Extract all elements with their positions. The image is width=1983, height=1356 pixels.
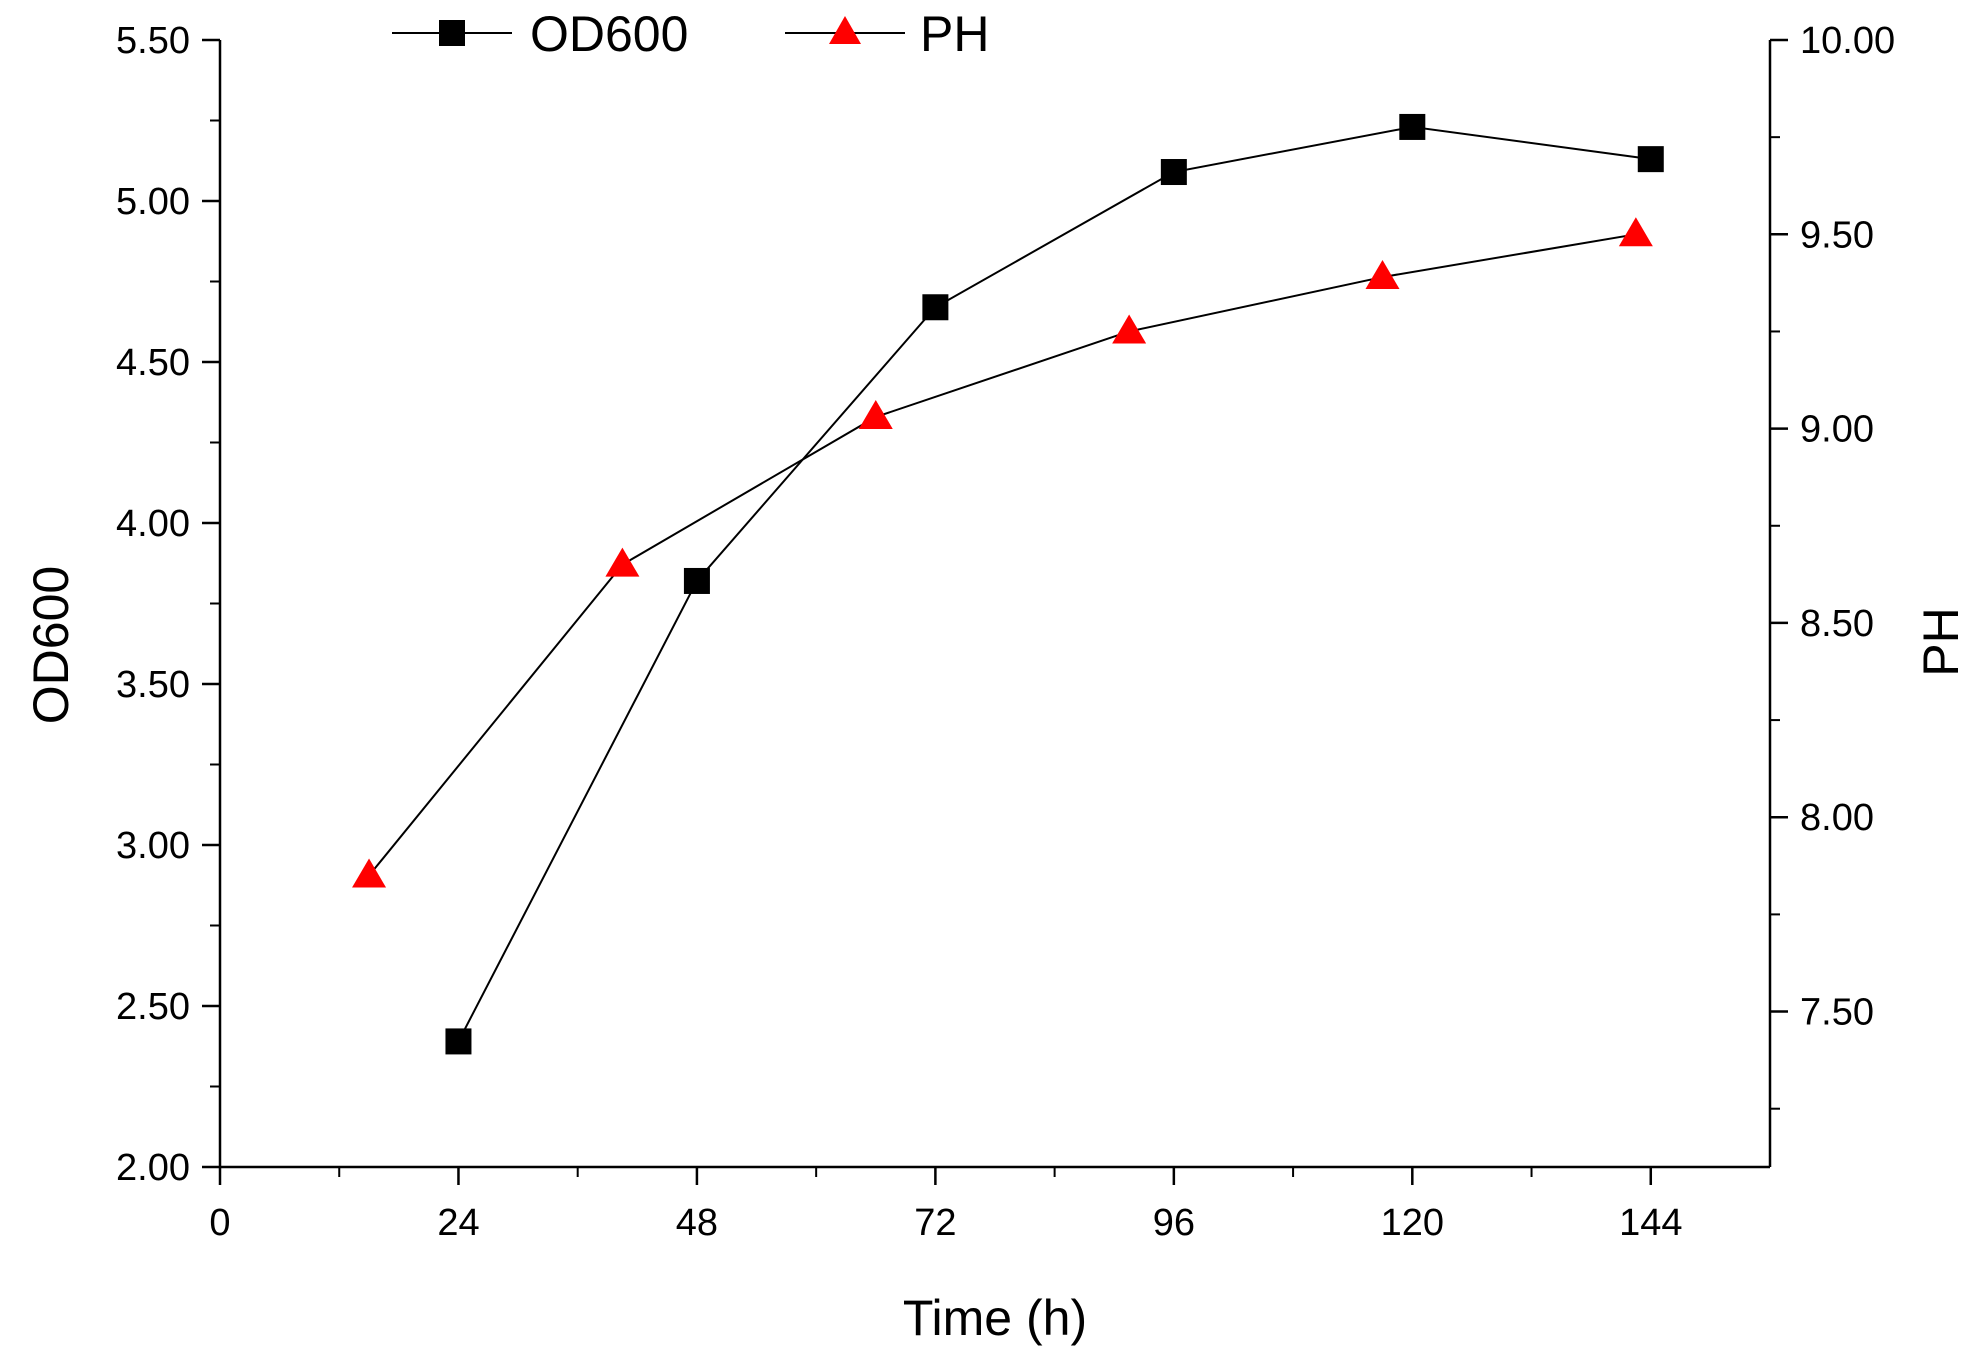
y-right-tick-label: 9.50 [1800,214,1874,256]
y-right-tick-label: 9.00 [1800,409,1874,451]
data-point-od600 [445,1028,472,1055]
data-point-ph [1365,260,1400,290]
y-right-tick-label: 8.50 [1800,603,1874,645]
data-point-ph [1112,314,1147,344]
series-line-od600 [457,125,1651,1042]
data-point-ph [1618,217,1653,247]
x-tick-label: 120 [1381,1202,1444,1244]
y-left-tick-label: 2.50 [116,986,190,1028]
x-tick-label: 72 [914,1202,956,1244]
legend-ph-triangle-marker [829,16,861,44]
data-point-od600 [1399,113,1426,140]
data-point-od600 [922,294,949,321]
data-point-ph [605,547,640,577]
data-point-od600 [1160,159,1187,186]
x-axis-title: Time (h) [903,1290,1087,1346]
y-right-tick-label: 7.50 [1800,992,1874,1034]
y-right-axis-title: PH [1913,607,1969,676]
x-tick-label: 48 [676,1202,718,1244]
legend-od600-label: OD600 [530,6,688,62]
data-point-od600 [683,567,710,594]
x-tick-label: 144 [1619,1202,1682,1244]
series-layer [352,113,1664,1055]
series-line-ph [368,233,1637,877]
y-left-tick-label: 3.50 [116,664,190,706]
y-left-tick-label: 2.00 [116,1147,190,1189]
data-point-ph [352,858,387,888]
legend-od600-square-marker [439,20,465,46]
x-tick-label: 24 [437,1202,479,1244]
y-left-tick-label: 4.00 [116,503,190,545]
data-point-od600 [1637,146,1664,173]
data-point-ph [858,399,893,429]
y-left-tick-label: 4.50 [116,342,190,384]
y-left-tick-label: 3.00 [116,825,190,867]
y-right-tick-label: 10.00 [1800,20,1895,62]
y-left-tick-label: 5.00 [116,181,190,223]
legend: OD600 PH [392,6,989,62]
y-left-axis-title: OD600 [23,566,79,724]
y-left-tick-label: 5.50 [116,20,190,62]
x-tick-label: 96 [1153,1202,1195,1244]
legend-ph-label: PH [920,6,989,62]
x-tick-label: 0 [209,1202,230,1244]
axes-layer: 0 24 48 72 96 120 144 2.00 2.50 3.00 3.50 4.00 4.50 5… [116,20,1895,1244]
y-right-tick-label: 8.00 [1800,797,1874,839]
